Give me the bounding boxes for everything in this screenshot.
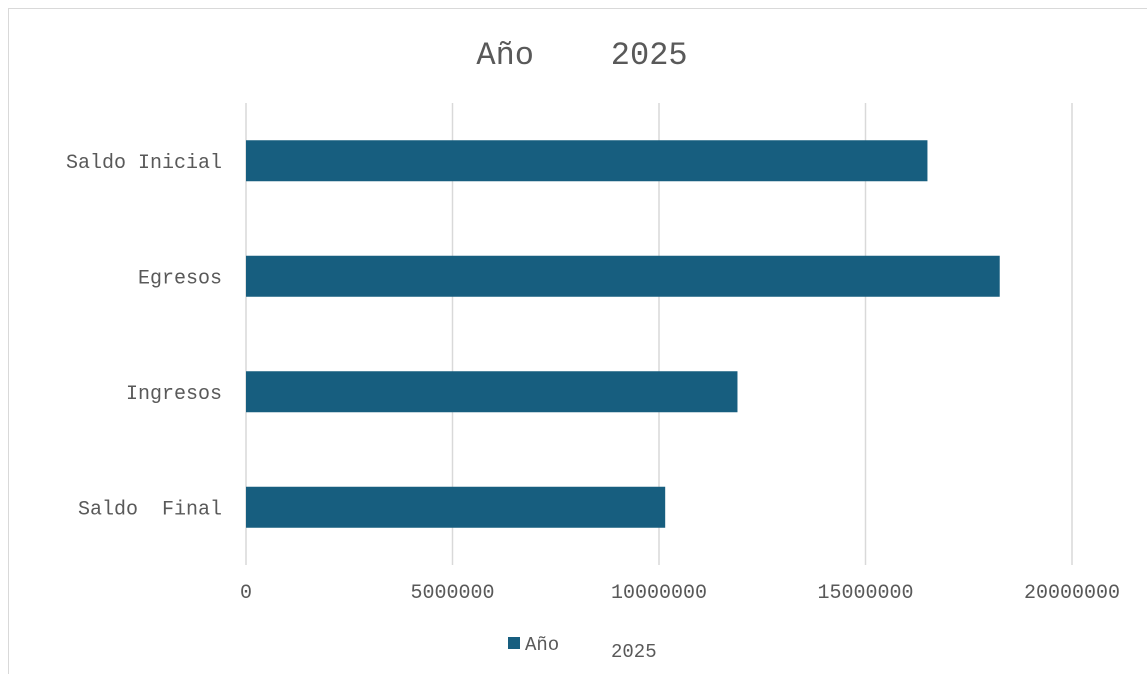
x-tick-label-4: 20000000 <box>1024 582 1120 605</box>
category-label-0: Saldo Inicial <box>66 152 222 175</box>
legend-label-year-word: Año <box>525 634 559 656</box>
x-tick-label-3: 15000000 <box>817 582 913 605</box>
x-tick-label-0: 0 <box>240 582 252 605</box>
legend: Año 2025 <box>508 634 657 663</box>
x-axis-tick-labels: 0 5000000 10000000 15000000 20000000 <box>240 582 1120 605</box>
category-label-3: Saldo Final <box>78 498 222 521</box>
bar-0 <box>246 140 928 182</box>
legend-swatch <box>508 637 520 649</box>
chart-frame <box>8 8 1147 674</box>
bar-3 <box>246 486 666 528</box>
category-labels: Saldo Inicial Egresos Ingresos Saldo Final <box>66 152 222 522</box>
chart-title: Año 2025 <box>476 37 687 74</box>
x-tick-label-1: 5000000 <box>410 582 494 605</box>
category-label-2: Ingresos <box>126 383 222 406</box>
bar-1 <box>246 255 1000 297</box>
bar-2 <box>246 371 738 413</box>
bars <box>246 140 1000 528</box>
x-tick-label-2: 10000000 <box>611 582 707 605</box>
category-label-1: Egresos <box>138 267 222 290</box>
legend-label-year-number: 2025 <box>611 641 657 663</box>
